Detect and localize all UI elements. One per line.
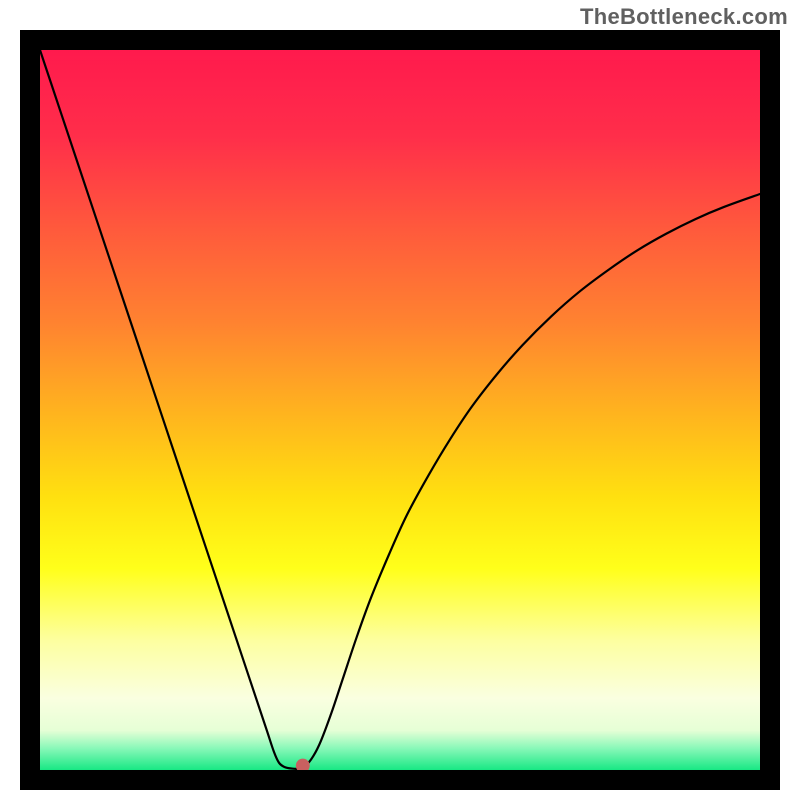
bottleneck-chart [0,0,800,800]
watermark-text: TheBottleneck.com [580,4,788,30]
plot-background [40,50,760,770]
